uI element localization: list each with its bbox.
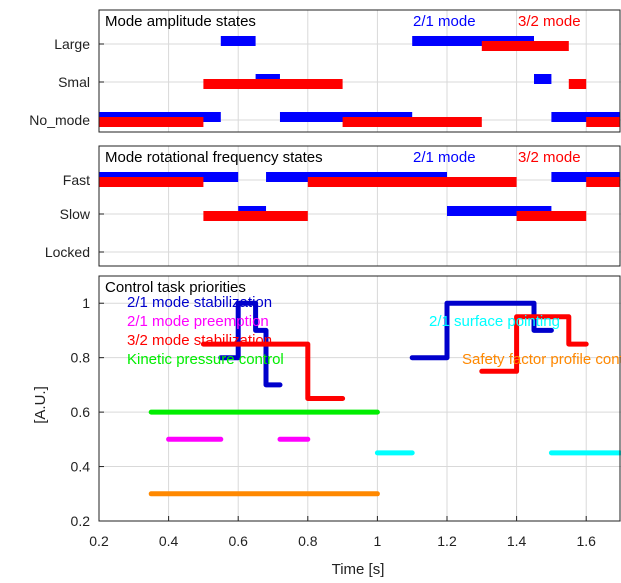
x-axis-label: Time [s] bbox=[332, 561, 385, 578]
state-bar bbox=[447, 206, 552, 216]
panel-title: Mode rotational frequency states bbox=[105, 149, 323, 166]
state-bar bbox=[551, 172, 620, 182]
x-tick-label: 1 bbox=[374, 533, 382, 549]
y-tick-label: Fast bbox=[63, 172, 90, 188]
x-tick-label: 1.6 bbox=[576, 533, 596, 549]
priority-line bbox=[200, 314, 589, 401]
legend-entry: 3/2 mode bbox=[518, 13, 581, 30]
x-tick-label: 0.2 bbox=[89, 533, 109, 549]
plot-area bbox=[99, 10, 620, 132]
y-tick-label: No_mode bbox=[29, 112, 90, 128]
state-bar bbox=[99, 177, 204, 187]
y-axis-label: [A.U.] bbox=[32, 386, 49, 424]
y-tick-label: Large bbox=[54, 36, 90, 52]
priority-line bbox=[218, 300, 554, 388]
legend-entry: 3/2 mode stabilization bbox=[127, 332, 272, 349]
state-panel-2: Fast Slow Locked Mode rotational frequency … bbox=[45, 145, 621, 267]
y-tick-label: 0.6 bbox=[71, 404, 91, 420]
legend-entry: 2/1 mode bbox=[413, 149, 476, 166]
priority-panel: 0.2 0.4 0.6 0.8 1 1.2 1.4 1.6 0.2 0.4 0.6 0.8 1 Contr… bbox=[32, 275, 621, 578]
state-bar bbox=[99, 117, 204, 127]
y-tick-label: 0.8 bbox=[71, 350, 91, 366]
legend-entry: 2/1 mode preemption bbox=[127, 313, 269, 330]
plot-frame bbox=[98, 9, 621, 133]
legend-entry: Safety factor profile control bbox=[462, 351, 621, 368]
state-bar bbox=[516, 211, 587, 221]
state-bar bbox=[568, 79, 587, 89]
x-tick-label: 1.4 bbox=[507, 533, 527, 549]
y-tick-label: Locked bbox=[45, 244, 90, 260]
legend-entry: 3/2 mode bbox=[518, 149, 581, 166]
state-bar bbox=[342, 117, 482, 127]
state-bar bbox=[586, 177, 620, 187]
state-bar bbox=[551, 112, 620, 122]
y-tick-label: Smal bbox=[58, 74, 90, 90]
x-tick-label: 0.8 bbox=[298, 533, 318, 549]
y-tick-label: 0.2 bbox=[71, 513, 91, 529]
x-tick-label: 1.2 bbox=[437, 533, 457, 549]
plot-frame bbox=[98, 145, 621, 267]
legend-entry: 2/1 surface pointing bbox=[429, 313, 560, 330]
panel-title: Mode amplitude states bbox=[105, 13, 256, 30]
x-tick-label: 0.4 bbox=[159, 533, 179, 549]
state-bar bbox=[220, 36, 256, 46]
plot-frame bbox=[98, 275, 621, 522]
y-tick-label: 0.4 bbox=[71, 459, 91, 475]
x-tick-label: 0.6 bbox=[228, 533, 248, 549]
state-bar bbox=[534, 74, 552, 84]
state-bar bbox=[586, 117, 620, 127]
state-bar bbox=[412, 36, 534, 46]
state-bar bbox=[481, 41, 569, 51]
state-bar bbox=[203, 79, 343, 89]
legend-entry: Kinetic pressure control bbox=[127, 351, 284, 368]
state-bar bbox=[203, 211, 308, 221]
legend-entry: 2/1 mode bbox=[413, 13, 476, 30]
legend-entry: 2/1 mode stabilization bbox=[127, 294, 272, 311]
y-tick-label: Slow bbox=[60, 206, 91, 222]
state-panel-1: Large Smal No_mode Mode amplitude states 2/1… bbox=[29, 9, 621, 133]
y-tick-label: 1 bbox=[82, 295, 90, 311]
state-bar bbox=[307, 177, 517, 187]
panel-title: Control task priorities bbox=[105, 279, 246, 296]
